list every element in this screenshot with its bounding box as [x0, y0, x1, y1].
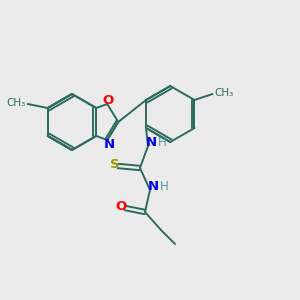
Text: N: N — [104, 137, 115, 151]
Text: CH₃: CH₃ — [7, 98, 26, 108]
Text: O: O — [103, 94, 114, 107]
Text: H: H — [160, 181, 168, 194]
Text: S: S — [110, 158, 120, 172]
Text: CH₃: CH₃ — [214, 88, 234, 98]
Text: H: H — [158, 136, 166, 149]
Text: N: N — [146, 136, 157, 149]
Text: O: O — [116, 200, 127, 212]
Text: N: N — [147, 181, 159, 194]
